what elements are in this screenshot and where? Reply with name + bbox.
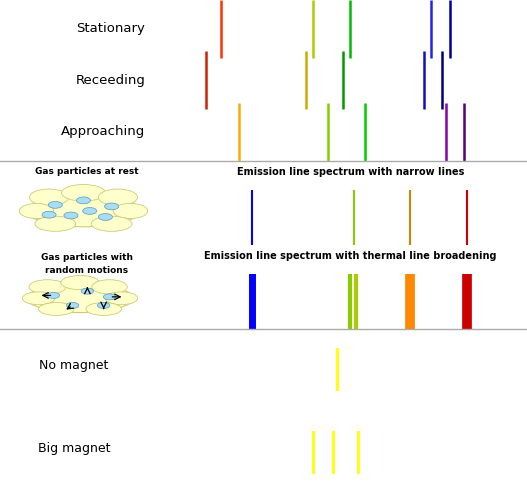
Text: Stationary: Stationary xyxy=(76,22,145,36)
Circle shape xyxy=(104,203,119,210)
Circle shape xyxy=(76,197,91,204)
Circle shape xyxy=(81,288,94,294)
Circle shape xyxy=(48,202,62,208)
Text: Receeding: Receeding xyxy=(75,74,145,87)
Ellipse shape xyxy=(99,189,138,206)
Circle shape xyxy=(42,211,56,218)
Ellipse shape xyxy=(27,284,133,313)
Text: random motions: random motions xyxy=(45,266,129,275)
Text: No magnet: No magnet xyxy=(39,359,109,372)
Text: Approaching: Approaching xyxy=(61,125,145,138)
Text: Gas particles with: Gas particles with xyxy=(41,253,133,262)
Ellipse shape xyxy=(19,204,54,218)
Ellipse shape xyxy=(92,280,128,294)
Ellipse shape xyxy=(86,302,121,315)
Ellipse shape xyxy=(91,216,132,231)
Ellipse shape xyxy=(29,280,66,294)
Ellipse shape xyxy=(30,189,69,206)
Circle shape xyxy=(47,292,60,298)
Text: Gas particles at rest: Gas particles at rest xyxy=(35,167,139,176)
Ellipse shape xyxy=(105,292,138,305)
Text: Big magnet: Big magnet xyxy=(37,442,110,455)
Circle shape xyxy=(103,294,116,300)
Ellipse shape xyxy=(62,184,105,201)
Circle shape xyxy=(97,302,110,308)
Ellipse shape xyxy=(113,204,148,218)
Circle shape xyxy=(64,212,78,219)
Circle shape xyxy=(83,207,97,214)
Ellipse shape xyxy=(61,276,99,289)
Circle shape xyxy=(99,213,112,220)
Ellipse shape xyxy=(27,195,140,227)
Ellipse shape xyxy=(22,292,55,305)
Ellipse shape xyxy=(35,216,76,231)
Ellipse shape xyxy=(38,302,74,315)
Text: Emission line spectrum with narrow lines: Emission line spectrum with narrow lines xyxy=(237,167,464,177)
Circle shape xyxy=(66,302,79,308)
Text: Emission line spectrum with thermal line broadening: Emission line spectrum with thermal line… xyxy=(204,251,497,261)
